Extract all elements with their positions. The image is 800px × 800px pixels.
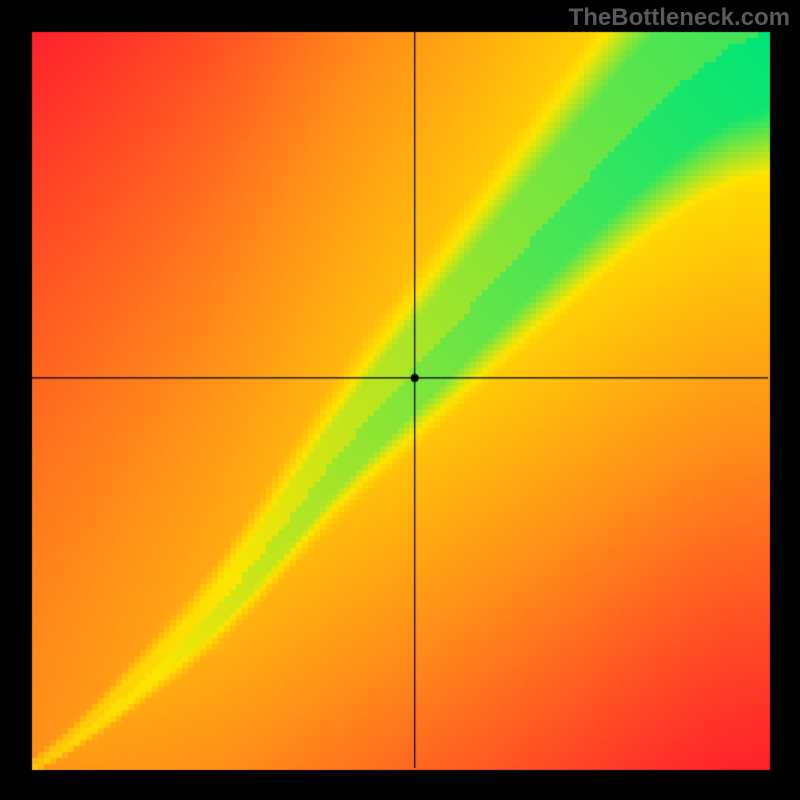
heatmap-canvas — [0, 0, 800, 800]
chart-container: TheBottleneck.com — [0, 0, 800, 800]
watermark-text: TheBottleneck.com — [569, 4, 790, 32]
